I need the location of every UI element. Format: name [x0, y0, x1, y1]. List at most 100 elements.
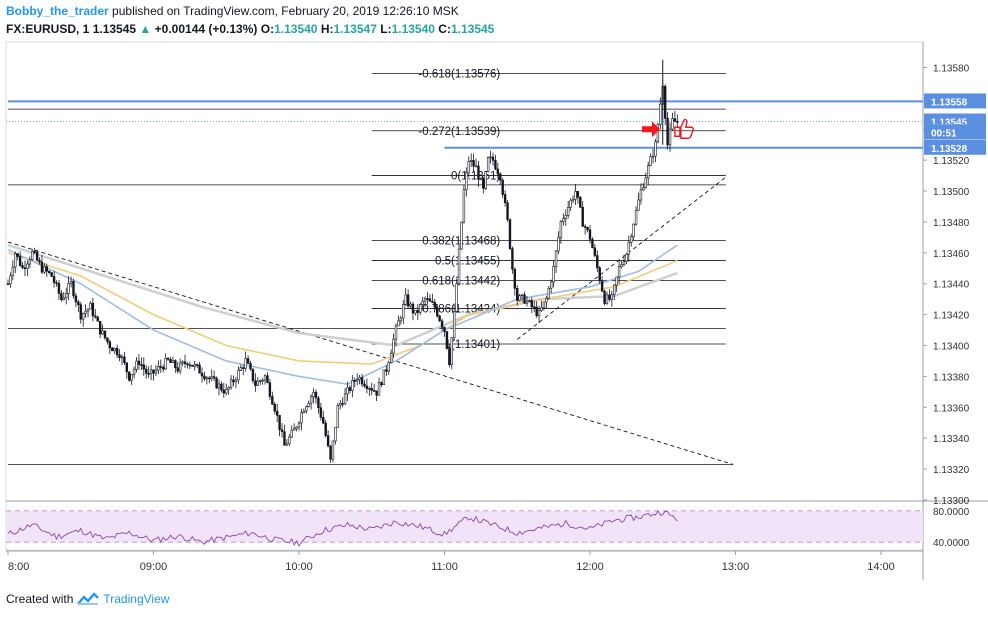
candle-body	[52, 276, 56, 283]
candle-body	[193, 364, 196, 367]
candle-body	[467, 161, 470, 174]
candle-body	[324, 422, 327, 436]
candle-body	[86, 308, 90, 312]
price-tick-label: 1.13480	[933, 218, 970, 229]
candle-body	[208, 377, 211, 380]
candle-body	[610, 294, 614, 300]
price-tick-label: 1.13380	[933, 372, 970, 383]
candle-body	[426, 298, 429, 300]
candle-body	[516, 288, 519, 301]
candle-body	[566, 207, 570, 216]
symbol-label[interactable]: FX:EURUSD, 1	[6, 22, 90, 36]
candle-body	[67, 282, 70, 294]
candle-body	[576, 191, 580, 198]
fib-level-label: 0(1.1351)	[451, 171, 500, 183]
candle-body	[571, 198, 575, 201]
rsi-panel[interactable]	[6, 510, 923, 547]
candle-body	[646, 165, 650, 179]
candle-body	[499, 173, 502, 181]
fib-level-label: -0.272(1.13539)	[418, 126, 500, 138]
candle-body	[81, 312, 85, 320]
price-tick-label: 1.13440	[933, 280, 970, 291]
candle-body	[307, 402, 310, 408]
candle-body	[431, 301, 434, 303]
candle-body	[57, 283, 61, 294]
candle-body	[195, 364, 199, 366]
up-arrow-icon: ▲	[139, 22, 152, 36]
candle-body	[438, 315, 441, 322]
candle-body	[79, 304, 82, 320]
price-label-text: 00:51	[931, 128, 957, 139]
candle-body	[596, 255, 599, 269]
price-change: +0.00144 (+0.13%)	[154, 22, 258, 36]
candle-body	[346, 387, 349, 395]
candle-body	[523, 294, 526, 304]
footer: Created with TradingView	[6, 592, 169, 606]
candle-body	[339, 403, 342, 406]
candle-body	[94, 315, 97, 318]
candle-body	[98, 320, 102, 335]
candle-body	[392, 338, 395, 354]
candle-body	[319, 407, 323, 418]
candle-body	[469, 160, 473, 162]
candle-body	[292, 428, 296, 431]
candle-body	[123, 356, 126, 364]
price-label-box	[924, 93, 986, 109]
candle-body	[91, 302, 95, 317]
rsi-tick-label: 80.0000	[933, 507, 970, 518]
candle-body	[169, 359, 172, 363]
candle-body	[409, 303, 412, 307]
candle-body	[644, 177, 647, 188]
time-axis[interactable]: 8:00 09:00 10:00 11:00 12:00 13:00 14:00	[7, 551, 895, 573]
candle-body	[654, 141, 657, 157]
price-tick-label: 1.13500	[933, 187, 970, 198]
price-axis[interactable]: 1.135801.135601.135401.135201.135001.134…	[923, 63, 986, 549]
price-tick-label: 1.13360	[933, 403, 970, 414]
candle-body	[617, 266, 621, 278]
candle-body	[574, 191, 577, 200]
candle-body	[232, 379, 235, 383]
candle-body	[586, 227, 589, 231]
candle-body	[460, 221, 463, 250]
candle-body	[394, 325, 398, 340]
candle-body	[26, 263, 29, 269]
candle-body	[348, 387, 352, 391]
candle-body	[355, 379, 359, 382]
candle-body	[557, 237, 560, 252]
candle-body	[489, 156, 492, 159]
candle-body	[266, 375, 269, 383]
candle-body	[455, 283, 458, 312]
candle-body	[634, 209, 638, 225]
publish-header: Bobby_the_trader published on TradingVie…	[6, 4, 459, 18]
candle-body	[69, 281, 73, 284]
candle-body	[494, 160, 497, 170]
candles	[6, 59, 679, 463]
candle-body	[176, 367, 179, 372]
candle-body	[237, 369, 240, 381]
candle-body	[21, 265, 24, 269]
candle-body	[559, 221, 563, 238]
candle-body	[508, 219, 512, 249]
candle-body	[16, 253, 19, 257]
tradingview-brand[interactable]: TradingView	[103, 592, 170, 606]
candle-body	[142, 364, 145, 370]
candle-body	[533, 306, 536, 309]
candle-body	[295, 426, 298, 430]
candle-body	[154, 369, 158, 374]
author-name[interactable]: Bobby_the_trader	[6, 4, 109, 18]
price-tick-label: 1.13520	[933, 156, 970, 167]
candle-body	[157, 366, 160, 371]
candle-body	[421, 300, 424, 305]
candle-body	[397, 320, 400, 327]
symbol-header: FX:EURUSD, 1 1.13545 ▲ +0.00144 (+0.13%)…	[6, 22, 494, 36]
candle-body	[326, 435, 330, 447]
candle-body	[416, 310, 420, 313]
candle-body	[406, 294, 410, 307]
candle-body	[334, 427, 337, 442]
candle-body	[482, 178, 485, 189]
candle-body	[258, 380, 262, 382]
candle-body	[457, 248, 461, 285]
candle-body	[55, 282, 58, 284]
candle-body	[613, 284, 616, 295]
